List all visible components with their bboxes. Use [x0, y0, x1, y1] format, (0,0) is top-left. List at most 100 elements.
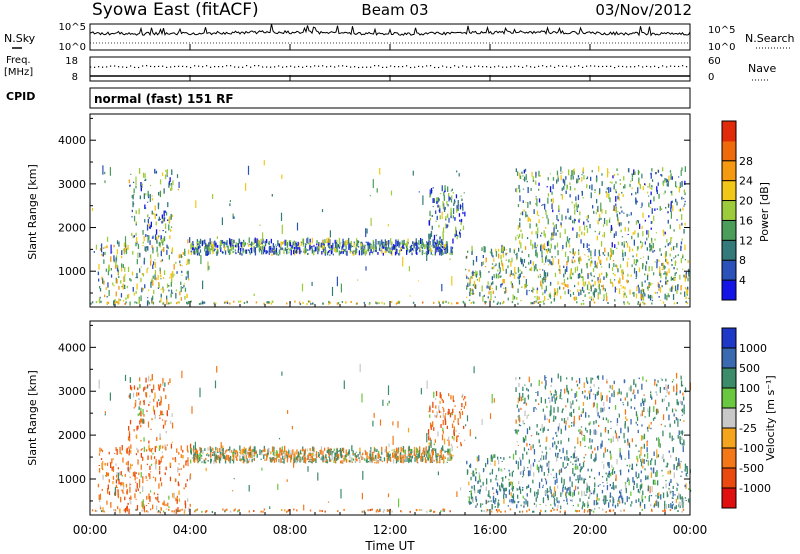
echo-mark [284, 450, 286, 452]
echo-mark [570, 499, 572, 502]
echo-mark [619, 264, 622, 269]
echo-mark [636, 289, 638, 292]
echo-mark [310, 454, 312, 458]
echo-mark [587, 468, 589, 472]
echo-mark [347, 453, 349, 456]
freq-dot [358, 66, 360, 69]
echo-mark [578, 251, 580, 256]
echo-mark [385, 250, 387, 254]
echo-mark [594, 288, 596, 293]
echo-mark [144, 204, 146, 209]
echo-mark [322, 240, 324, 243]
echo-mark [502, 477, 504, 482]
cpid-value: normal (fast) 151 RF [94, 92, 234, 106]
echo-mark [659, 443, 661, 448]
echo-mark [647, 255, 649, 260]
echo-mark [532, 444, 534, 449]
echo-mark [221, 217, 223, 226]
echo-mark [113, 300, 115, 304]
echo-mark [438, 249, 440, 252]
echo-mark [216, 456, 219, 460]
echo-mark [288, 240, 291, 246]
echo-mark [642, 289, 645, 294]
echo-mark [655, 472, 657, 477]
echo-mark [639, 302, 641, 305]
echo-mark [450, 395, 452, 400]
echo-mark [460, 218, 463, 223]
echo-mark [581, 276, 583, 278]
echo-mark [550, 504, 552, 506]
echo-mark [379, 167, 381, 175]
echo-mark [242, 456, 244, 461]
echo-mark [488, 494, 490, 498]
echo-mark [583, 290, 585, 293]
echo-mark [601, 285, 603, 287]
echo-mark [662, 301, 665, 304]
echo-mark [471, 275, 473, 280]
echo-mark [461, 198, 463, 201]
echo-mark [124, 247, 126, 253]
echo-mark [681, 222, 683, 226]
freq-dot [454, 65, 456, 67]
echo-mark [118, 241, 120, 247]
echo-mark [660, 494, 662, 500]
echo-mark [632, 477, 634, 483]
echo-mark [175, 292, 177, 299]
echo-mark [522, 188, 525, 190]
echo-mark [263, 302, 265, 305]
echo-mark [572, 463, 574, 465]
echo-mark [333, 456, 336, 461]
echo-mark [142, 230, 144, 235]
echo-mark [681, 180, 683, 187]
echo-mark [680, 292, 682, 295]
echo-mark [116, 301, 118, 303]
echo-mark [377, 241, 379, 245]
echo-mark [560, 175, 562, 181]
echo-mark [576, 234, 578, 239]
echo-mark [125, 301, 127, 304]
echo-mark [622, 194, 624, 197]
echo-mark [668, 268, 670, 274]
echo-mark [537, 227, 539, 234]
echo-mark [106, 302, 108, 305]
echo-mark [623, 291, 625, 293]
echo-mark [579, 218, 581, 220]
echo-mark [555, 445, 557, 450]
echo-mark [585, 427, 587, 431]
echo-mark [514, 248, 516, 250]
echo-mark [324, 247, 326, 251]
echo-mark [384, 239, 386, 246]
echo-mark [144, 386, 146, 390]
echo-mark [560, 428, 562, 435]
echo-mark [618, 222, 621, 227]
echo-mark [658, 493, 660, 499]
freq-dot [418, 65, 420, 67]
echo-mark [462, 211, 464, 215]
echo-mark [549, 173, 552, 175]
echo-mark [484, 302, 486, 305]
echo-mark [635, 277, 637, 279]
echo-mark [586, 262, 588, 269]
echo-mark [184, 296, 186, 300]
echo-mark [598, 250, 600, 255]
echo-mark [527, 467, 529, 469]
echo-mark [579, 498, 581, 502]
freq-dot [186, 66, 188, 68]
freq-dot [130, 65, 132, 67]
echo-mark [552, 177, 555, 181]
echo-mark [360, 243, 363, 247]
echo-mark [138, 406, 140, 410]
freq-dot [334, 66, 336, 68]
echo-mark [577, 503, 579, 507]
echo-mark [598, 387, 600, 389]
echo-mark [559, 232, 561, 238]
echo-mark [611, 464, 613, 468]
echo-mark [202, 449, 204, 455]
echo-mark [311, 455, 313, 458]
echo-mark [286, 302, 288, 305]
echo-mark [450, 456, 452, 461]
echo-mark [520, 242, 522, 249]
echo-mark [545, 504, 547, 507]
echo-mark [300, 459, 303, 461]
echo-mark [668, 488, 670, 490]
